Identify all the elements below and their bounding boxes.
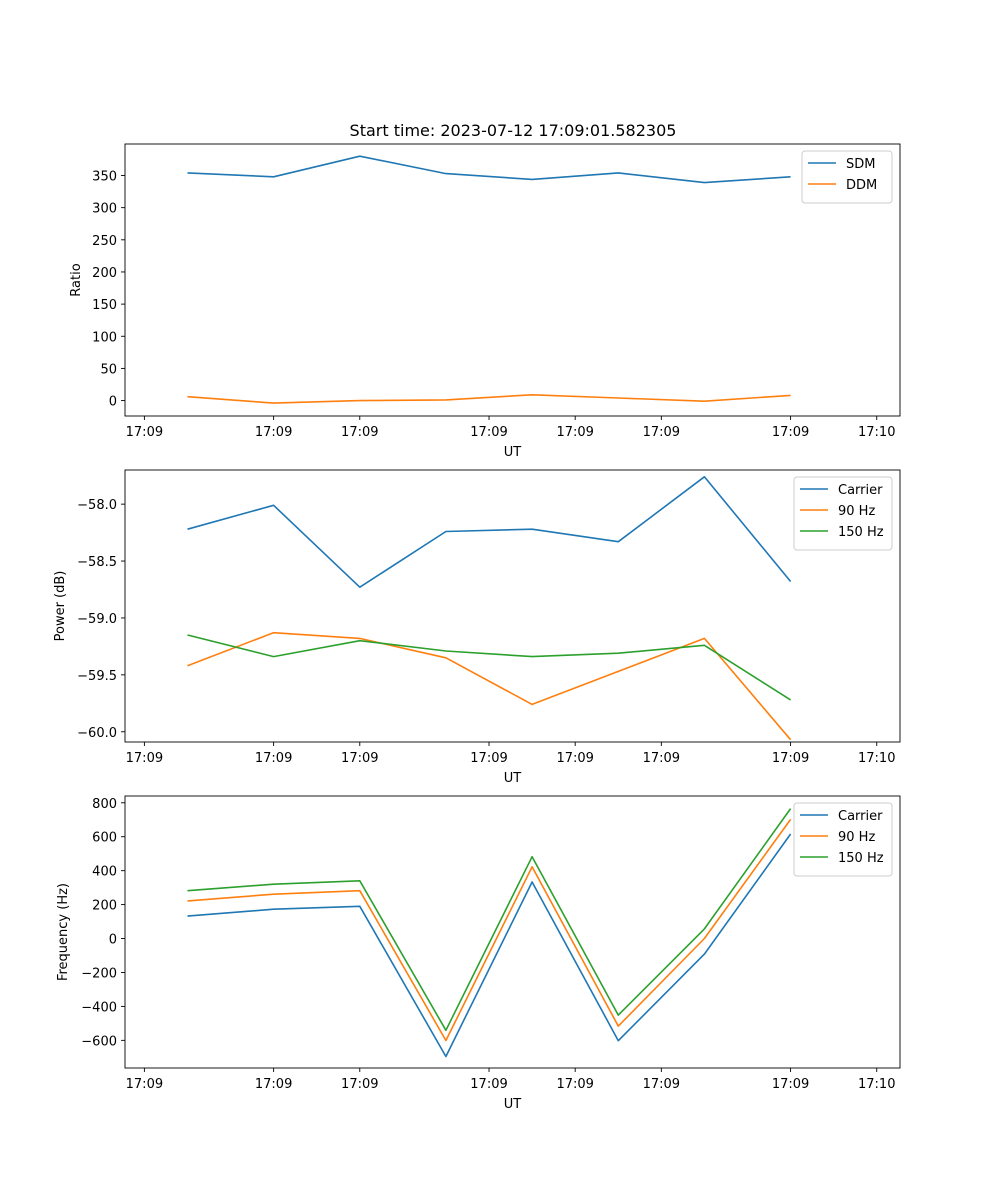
series-line-ddm	[187, 393, 791, 404]
y-tick-label: −60.0	[77, 726, 117, 741]
y-tick-label: 150	[92, 298, 117, 313]
x-tick-label: 17:10	[858, 425, 895, 440]
legend: Carrier 90 Hz 150 Hz	[793, 802, 893, 877]
x-axis-label: UT	[504, 771, 522, 786]
x-tick-label: 17:10	[858, 1077, 895, 1092]
y-tick-label: 400	[92, 865, 117, 880]
series-line-carrier	[187, 475, 792, 589]
x-tick-label: 17:09	[341, 1077, 378, 1092]
y-tick-label: 200	[92, 899, 117, 914]
series-line-90-hz	[187, 818, 792, 1042]
legend-label: 150 Hz	[838, 851, 884, 866]
x-tick-label: 17:09	[470, 751, 507, 766]
y-tick-label: 100	[92, 330, 117, 345]
plot-frame	[124, 143, 901, 417]
x-tick-label: 17:09	[255, 751, 292, 766]
y-tick-label: −59.5	[77, 669, 117, 684]
series-line-150-hz	[187, 634, 792, 701]
series-line-sdm	[187, 155, 791, 184]
x-tick-label: 17:09	[556, 1077, 593, 1092]
legend: Carrier 90 Hz 150 Hz	[793, 476, 893, 551]
legend-label: 150 Hz	[838, 525, 884, 540]
y-axis-label: Frequency (Hz)	[56, 883, 71, 981]
subplot-1: 17:09 17:09 17:09 17:09 17:09 17:09 17:09 17:10…	[69, 143, 901, 460]
x-tick-label: 17:09	[126, 1077, 163, 1092]
y-axis-label: Ratio	[69, 263, 84, 296]
y-tick-label: −600	[81, 1034, 117, 1049]
x-tick-label: 17:09	[643, 1077, 680, 1092]
series-line-90-hz	[187, 631, 792, 741]
y-tick-label: −58.5	[77, 555, 117, 570]
y-tick-label: −58.0	[77, 498, 117, 513]
x-tick-label: 17:09	[255, 1077, 292, 1092]
y-tick-label: 800	[92, 797, 117, 812]
y-tick-label: −200	[81, 966, 117, 981]
subplots: 17:09 17:09 17:09 17:09 17:09 17:09 17:09 17:10…	[53, 143, 901, 1112]
plot-frame	[124, 469, 901, 743]
y-tick-label: 600	[92, 831, 117, 846]
y-tick-label: 0	[109, 933, 117, 948]
legend-label: 90 Hz	[838, 504, 875, 519]
y-tick-label: 50	[100, 362, 117, 377]
legend-label: 90 Hz	[838, 830, 875, 845]
x-tick-label: 17:10	[858, 751, 895, 766]
legend-label: SDM	[846, 157, 875, 172]
legend-label: Carrier	[838, 483, 883, 498]
y-axis-label: Power (dB)	[53, 571, 68, 642]
y-tick-label: −59.0	[77, 612, 117, 627]
x-tick-label: 17:09	[643, 751, 680, 766]
figure-title: Start time: 2023-07-12 17:09:01.582305	[350, 121, 677, 140]
y-tick-label: −400	[81, 1000, 117, 1015]
legend-label: Carrier	[838, 809, 883, 824]
x-tick-label: 17:09	[470, 1077, 507, 1092]
x-tick-label: 17:09	[341, 751, 378, 766]
legend: SDM DDM	[801, 150, 893, 204]
x-axis-label: UT	[504, 445, 522, 460]
x-tick-label: 17:09	[255, 425, 292, 440]
x-tick-label: 17:09	[470, 425, 507, 440]
legend-label: DDM	[846, 178, 877, 193]
x-tick-label: 17:09	[341, 425, 378, 440]
plot-frame	[124, 795, 901, 1069]
subplot-2: 17:09 17:09 17:09 17:09 17:09 17:09 17:09 17:10…	[53, 469, 901, 786]
x-axis-label: UT	[504, 1097, 522, 1112]
x-tick-label: 17:09	[772, 425, 809, 440]
x-tick-label: 17:09	[772, 751, 809, 766]
x-tick-label: 17:09	[556, 425, 593, 440]
y-tick-label: 350	[92, 170, 117, 185]
y-tick-label: 300	[92, 202, 117, 217]
x-tick-label: 17:09	[772, 1077, 809, 1092]
y-tick-label: 200	[92, 266, 117, 281]
y-tick-label: 0	[109, 395, 117, 410]
legend-box	[801, 150, 893, 204]
y-tick-label: 250	[92, 234, 117, 249]
x-tick-label: 17:09	[556, 751, 593, 766]
subplot-3: 17:09 17:09 17:09 17:09 17:09 17:09 17:09 17:10…	[56, 795, 901, 1112]
series-line-150-hz	[187, 808, 792, 1032]
x-tick-label: 17:09	[126, 425, 163, 440]
series-line-carrier	[187, 833, 792, 1058]
x-tick-label: 17:09	[643, 425, 680, 440]
x-tick-label: 17:09	[126, 751, 163, 766]
